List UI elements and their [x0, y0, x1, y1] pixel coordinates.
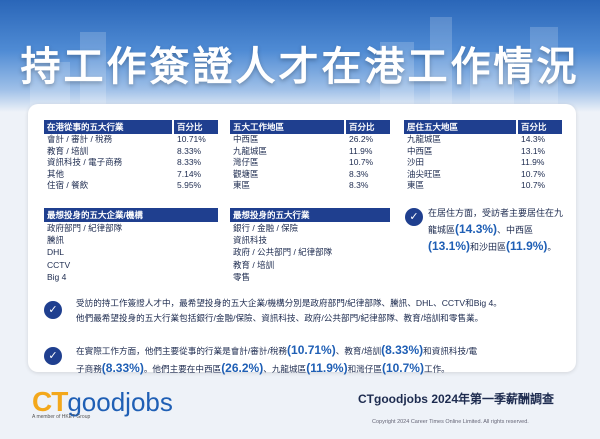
table-row: 觀塘區 8.3%: [233, 168, 369, 179]
check-icon: ✓: [405, 208, 423, 226]
companies-table: 最想投身的五大企業/機構 政府部門 / 紀律部隊 騰訊 DHL CCTV Big…: [44, 208, 218, 283]
table-row: 東區 10.7%: [407, 180, 546, 191]
check-icon: ✓: [44, 301, 62, 319]
column-header: 最想投身的五大企業/機構: [44, 208, 218, 222]
content-panel: [28, 104, 576, 372]
column-header: 最想投身的五大行業: [230, 208, 390, 222]
table-row: Big 4: [47, 271, 67, 282]
table-row: 資訊科技: [233, 235, 268, 246]
table-row: 會計 / 審計 / 稅務 10.71%: [47, 134, 206, 144]
table-row: 灣仔區 10.7%: [233, 157, 374, 168]
ctgoodjobs-logo: CTgoodjobs A member of HKET Group: [32, 386, 173, 420]
report-title: CTgoodjobs 2024年第一季薪酬調查: [358, 392, 555, 406]
table-row: 中西區 13.1%: [407, 145, 546, 156]
living-note: 在居住方面，受訪者主要居住在九龍城區(14.3%)、中西區(13.1%)和沙田區…: [428, 208, 564, 253]
table-row: 九龍城區 11.9%: [233, 145, 373, 156]
table-row: 教育 / 培訓 8.33%: [47, 145, 202, 156]
column-header: 五大工作地區: [230, 120, 344, 134]
table-row: 油尖旺區 10.7%: [407, 168, 546, 179]
header-banner: 持工作簽證人才在港工作情況: [0, 0, 600, 112]
table-row: 住宿 / 餐飲 5.95%: [47, 180, 202, 191]
table-row: 沙田 11.9%: [407, 157, 545, 168]
table-row: 教育 / 培訓: [233, 259, 275, 270]
column-header: 居住五大地區: [404, 120, 516, 134]
column-header: 百分比: [346, 120, 390, 134]
table-row: 政府部門 / 紀律部隊: [47, 223, 123, 233]
column-header: 百分比: [174, 120, 218, 134]
column-header: 百分比: [518, 120, 562, 134]
table-row: 東區 8.3%: [233, 180, 369, 191]
living-districts-table: 居住五大地區 百分比 九龍城區 14.3% 中西區 13.1% 沙田 11.9% 油尖旺…: [404, 120, 562, 192]
table-row: 政府 / 公共部門 / 紀律部隊: [233, 247, 333, 258]
industries-table: 在港從事的五大行業 百分比 會計 / 審計 / 稅務 10.71% 教育 / 培訓 8…: [44, 120, 218, 192]
paragraph-work: 在實際工作方面，他們主要從事的行業是會計/審計/稅務(10.71%)、教育/培訓…: [76, 343, 478, 375]
column-header: 在港從事的五大行業: [44, 120, 172, 134]
highlight-value: (14.3%): [455, 222, 498, 236]
table-row: 九龍城區 14.3%: [407, 134, 546, 144]
paragraph-companies: 受訪的持工作簽證人才中，最希望投身的五大企業/機構分別是政府部門/紀律部隊、騰訊…: [76, 298, 502, 323]
table-row: 中西區 26.2%: [233, 134, 374, 144]
highlight-value: (11.9%): [506, 239, 548, 253]
table-row: DHL: [47, 247, 65, 258]
table-row: 其他 7.14%: [47, 168, 202, 179]
highlight-value: (13.1%): [428, 239, 471, 253]
table-row: 零售: [233, 271, 251, 282]
table-row: CCTV: [47, 259, 71, 270]
page-title: 持工作簽證人才在港工作情況: [20, 44, 580, 90]
table-row: 資訊科技 / 電子商務 8.33%: [47, 157, 202, 168]
copyright: Copyright 2024 Career Times Online Limit…: [372, 419, 529, 425]
sectors-table: 最想投身的五大行業 銀行 / 金融 / 保險 資訊科技 政府 / 公共部門 / …: [230, 208, 390, 283]
table-row: 騰訊: [47, 235, 65, 246]
check-icon: ✓: [44, 347, 62, 365]
work-districts-table: 五大工作地區 百分比 中西區 26.2% 九龍城區 11.9% 灣仔區 10.7% 觀塘…: [230, 120, 390, 192]
table-row: 銀行 / 金融 / 保險: [233, 223, 299, 233]
